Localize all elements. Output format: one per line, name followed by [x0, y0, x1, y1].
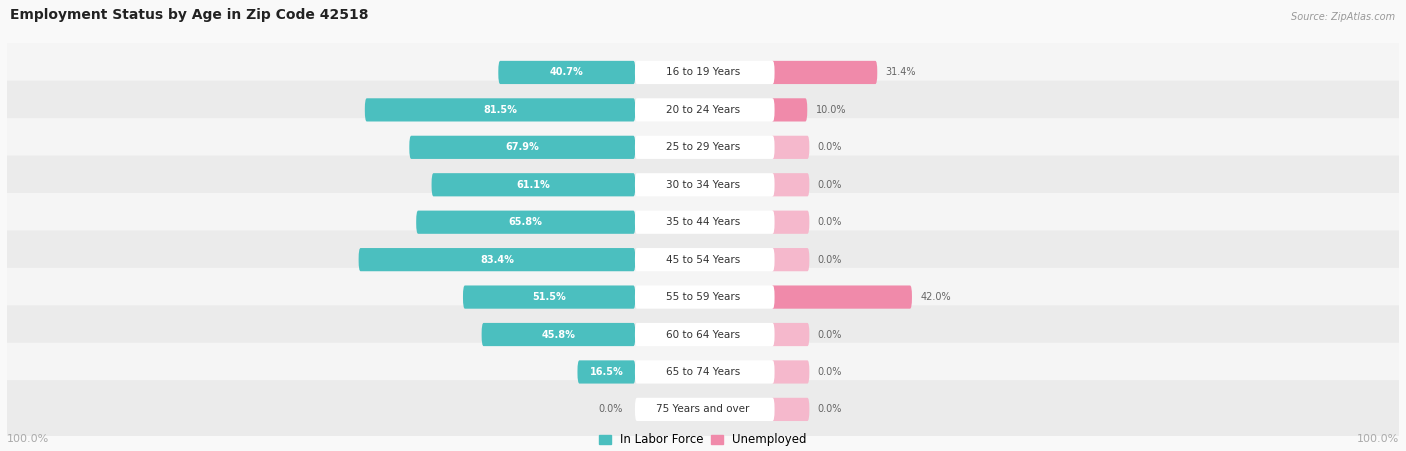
- Text: 100.0%: 100.0%: [1357, 434, 1399, 444]
- Text: 0.0%: 0.0%: [818, 143, 842, 152]
- FancyBboxPatch shape: [4, 193, 1402, 251]
- FancyBboxPatch shape: [770, 248, 810, 271]
- FancyBboxPatch shape: [636, 285, 775, 308]
- FancyBboxPatch shape: [636, 398, 775, 421]
- Text: 0.0%: 0.0%: [818, 367, 842, 377]
- Text: 65 to 74 Years: 65 to 74 Years: [666, 367, 740, 377]
- Text: 20 to 24 Years: 20 to 24 Years: [666, 105, 740, 115]
- FancyBboxPatch shape: [770, 360, 810, 383]
- FancyBboxPatch shape: [636, 173, 775, 196]
- FancyBboxPatch shape: [4, 380, 1402, 439]
- FancyBboxPatch shape: [636, 323, 775, 346]
- Text: 40.7%: 40.7%: [550, 68, 583, 78]
- Text: 61.1%: 61.1%: [516, 180, 550, 190]
- FancyBboxPatch shape: [636, 61, 775, 84]
- FancyBboxPatch shape: [770, 136, 810, 159]
- Text: 0.0%: 0.0%: [818, 180, 842, 190]
- Text: 16 to 19 Years: 16 to 19 Years: [666, 68, 740, 78]
- Text: 45 to 54 Years: 45 to 54 Years: [666, 255, 740, 265]
- FancyBboxPatch shape: [636, 136, 775, 159]
- FancyBboxPatch shape: [409, 136, 636, 159]
- FancyBboxPatch shape: [432, 173, 636, 196]
- FancyBboxPatch shape: [770, 285, 912, 308]
- Legend: In Labor Force, Unemployed: In Labor Force, Unemployed: [599, 433, 807, 446]
- Text: Source: ZipAtlas.com: Source: ZipAtlas.com: [1292, 12, 1396, 22]
- Text: 83.4%: 83.4%: [479, 255, 515, 265]
- FancyBboxPatch shape: [463, 285, 636, 308]
- FancyBboxPatch shape: [4, 305, 1402, 364]
- Text: 42.0%: 42.0%: [921, 292, 950, 302]
- FancyBboxPatch shape: [4, 118, 1402, 176]
- Text: 45.8%: 45.8%: [541, 330, 575, 340]
- FancyBboxPatch shape: [770, 211, 810, 234]
- FancyBboxPatch shape: [770, 61, 877, 84]
- FancyBboxPatch shape: [364, 98, 636, 121]
- Text: 81.5%: 81.5%: [484, 105, 517, 115]
- Text: 65.8%: 65.8%: [509, 217, 543, 227]
- FancyBboxPatch shape: [482, 323, 636, 346]
- FancyBboxPatch shape: [636, 98, 775, 121]
- FancyBboxPatch shape: [4, 268, 1402, 326]
- FancyBboxPatch shape: [636, 360, 775, 383]
- FancyBboxPatch shape: [770, 398, 810, 421]
- FancyBboxPatch shape: [770, 323, 810, 346]
- FancyBboxPatch shape: [359, 248, 636, 271]
- FancyBboxPatch shape: [578, 360, 636, 383]
- Text: 30 to 34 Years: 30 to 34 Years: [666, 180, 740, 190]
- Text: 0.0%: 0.0%: [818, 405, 842, 414]
- Text: 25 to 29 Years: 25 to 29 Years: [666, 143, 740, 152]
- FancyBboxPatch shape: [4, 43, 1402, 101]
- Text: 0.0%: 0.0%: [818, 330, 842, 340]
- FancyBboxPatch shape: [4, 230, 1402, 289]
- Text: 0.0%: 0.0%: [599, 405, 623, 414]
- Text: 31.4%: 31.4%: [886, 68, 917, 78]
- FancyBboxPatch shape: [4, 81, 1402, 139]
- Text: 75 Years and over: 75 Years and over: [657, 405, 749, 414]
- FancyBboxPatch shape: [770, 98, 807, 121]
- Text: Employment Status by Age in Zip Code 42518: Employment Status by Age in Zip Code 425…: [10, 8, 368, 22]
- FancyBboxPatch shape: [4, 343, 1402, 401]
- Text: 35 to 44 Years: 35 to 44 Years: [666, 217, 740, 227]
- FancyBboxPatch shape: [498, 61, 636, 84]
- Text: 0.0%: 0.0%: [818, 217, 842, 227]
- Text: 67.9%: 67.9%: [505, 143, 540, 152]
- FancyBboxPatch shape: [636, 248, 775, 271]
- Text: 100.0%: 100.0%: [7, 434, 49, 444]
- FancyBboxPatch shape: [636, 211, 775, 234]
- Text: 51.5%: 51.5%: [533, 292, 567, 302]
- FancyBboxPatch shape: [416, 211, 636, 234]
- Text: 55 to 59 Years: 55 to 59 Years: [666, 292, 740, 302]
- Text: 16.5%: 16.5%: [589, 367, 623, 377]
- FancyBboxPatch shape: [4, 156, 1402, 214]
- Text: 0.0%: 0.0%: [818, 255, 842, 265]
- Text: 60 to 64 Years: 60 to 64 Years: [666, 330, 740, 340]
- Text: 10.0%: 10.0%: [815, 105, 846, 115]
- FancyBboxPatch shape: [770, 173, 810, 196]
